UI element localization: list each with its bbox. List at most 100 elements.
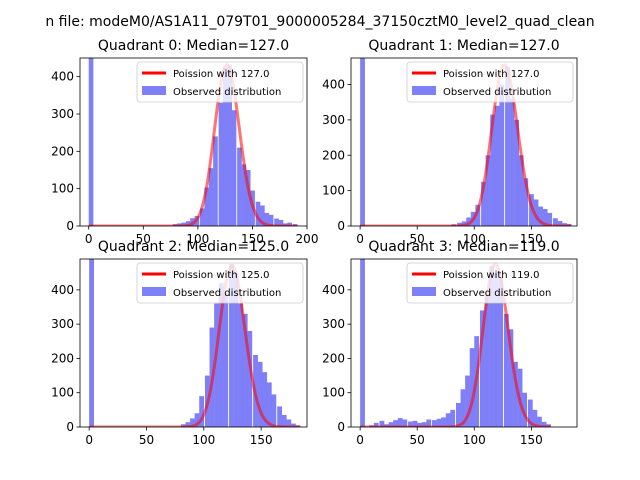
legend-bar-swatch xyxy=(142,86,166,95)
histogram-bar xyxy=(379,420,385,427)
legend: Poission with 127.0 Observed distribution xyxy=(406,61,574,103)
legend-box xyxy=(136,61,304,103)
y-tick-label: 400 xyxy=(51,70,74,84)
subplot-quadrant-0: Quadrant 0: Median=127.0 0 50 100 150 200 0 100… xyxy=(51,38,318,246)
histogram-bar xyxy=(493,272,499,427)
x-tick-label: 0 xyxy=(356,232,364,246)
histogram-bar xyxy=(257,361,263,427)
histogram-bar xyxy=(200,208,205,226)
histogram-bar xyxy=(208,168,214,226)
subplot-quadrant-2: Quadrant 2: Median=125.0 0 50 100 150 0 100 200… xyxy=(51,239,308,447)
subplot-title: Quadrant 1: Median=127.0 xyxy=(368,38,559,54)
histogram-bar xyxy=(498,277,504,427)
x-tick-label: 0 xyxy=(356,433,364,447)
y-tick-label: 100 xyxy=(322,386,345,400)
histogram-bar xyxy=(532,409,538,427)
y-tick-label: 200 xyxy=(322,351,345,365)
x-tick-label: 100 xyxy=(463,433,486,447)
histogram-bar xyxy=(271,394,277,427)
x-tick-label: 200 xyxy=(296,232,319,246)
histogram-bar xyxy=(494,105,500,226)
histogram-bar xyxy=(393,420,399,427)
histogram-bar xyxy=(460,389,466,427)
histogram-bar xyxy=(417,422,422,427)
histogram-bar xyxy=(242,313,248,427)
legend-bar-swatch xyxy=(412,287,436,296)
histogram-bar xyxy=(204,187,210,226)
histogram-bar xyxy=(281,415,287,427)
histogram-bar xyxy=(268,214,274,226)
histogram-bar xyxy=(529,194,534,226)
histogram-bar xyxy=(450,409,456,427)
histogram-bar xyxy=(199,396,205,427)
subplot-quadrant-1: Quadrant 1: Median=127.0 0 50 100 150 0 100 200… xyxy=(322,38,578,246)
histogram-bar xyxy=(465,375,470,427)
histogram-bar xyxy=(277,406,283,427)
histogram-bar xyxy=(290,423,296,427)
histogram-bar xyxy=(237,147,242,226)
histogram-bar xyxy=(388,422,394,427)
histogram-bar xyxy=(194,413,200,427)
subplot-grid: Quadrant 0: Median=127.0 0 50 100 150 200 0 100… xyxy=(51,38,578,447)
axes-frame xyxy=(79,258,308,428)
axes-frame xyxy=(350,258,578,428)
figure-suptitle: n file: modeM0/AS1A11_079T01_9000005284_… xyxy=(45,14,594,30)
histogram-bar xyxy=(541,421,547,427)
legend-label-poisson: Poission with 127.0 xyxy=(173,69,269,80)
histogram-bar xyxy=(421,422,427,427)
histogram-bar xyxy=(514,119,520,226)
y-tick-label: 0 xyxy=(337,219,345,233)
histogram-bar xyxy=(222,67,228,226)
histogram-bar xyxy=(286,419,292,427)
y-tick-label: 0 xyxy=(66,219,74,233)
y-tick-label: 300 xyxy=(322,317,345,331)
histogram-bar xyxy=(255,201,261,226)
y-tick-label: 200 xyxy=(51,351,74,365)
legend-bar-swatch xyxy=(412,86,436,95)
x-tick-label: 150 xyxy=(520,433,543,447)
histogram-bar xyxy=(508,329,514,427)
histogram-bar xyxy=(527,399,533,427)
subplot-title: Quadrant 3: Median=119.0 xyxy=(368,239,559,255)
legend-box xyxy=(406,61,574,103)
histogram-bar xyxy=(499,84,505,226)
x-tick-label: 100 xyxy=(192,433,215,447)
histogram-bar xyxy=(214,303,219,427)
histogram-bar xyxy=(241,164,247,226)
histogram-bar xyxy=(264,212,270,226)
histogram-bar xyxy=(278,220,284,226)
histogram-bar xyxy=(553,218,558,226)
y-tick-label: 400 xyxy=(51,283,74,297)
legend: Poission with 125.0 Observed distribution xyxy=(136,262,304,304)
legend-label-poisson: Poission with 119.0 xyxy=(443,270,539,281)
y-tick-label: 300 xyxy=(51,107,74,121)
histogram-bar xyxy=(469,348,475,427)
x-tick-label: 0 xyxy=(85,232,93,246)
histogram-bar xyxy=(402,419,408,427)
histogram-bar xyxy=(503,313,509,427)
histogram-bar xyxy=(466,217,472,226)
histogram-bars xyxy=(360,58,572,226)
histogram-bar xyxy=(408,421,413,427)
axes-frame xyxy=(350,57,578,227)
histogram-bar xyxy=(262,372,268,427)
histogram-bar xyxy=(475,204,481,226)
legend: Poission with 127.0 Observed distribution xyxy=(136,61,304,103)
histogram-bar xyxy=(397,418,403,427)
histogram-bar xyxy=(445,413,451,427)
legend-box xyxy=(136,262,304,304)
y-tick-label: 0 xyxy=(66,420,74,434)
histogram-bar xyxy=(509,98,515,226)
histogram-bar xyxy=(523,178,529,226)
histogram-bar xyxy=(436,418,442,427)
histogram-bar xyxy=(190,418,195,427)
histogram-bar xyxy=(229,264,234,427)
histogram-bar xyxy=(247,331,253,427)
histogram-bar xyxy=(218,283,224,427)
x-tick-label: 50 xyxy=(410,232,425,246)
x-tick-label: 150 xyxy=(250,433,273,447)
y-tick-label: 400 xyxy=(322,78,345,92)
histogram-bar xyxy=(245,170,251,226)
legend-label-observed: Observed distribution xyxy=(173,87,281,98)
